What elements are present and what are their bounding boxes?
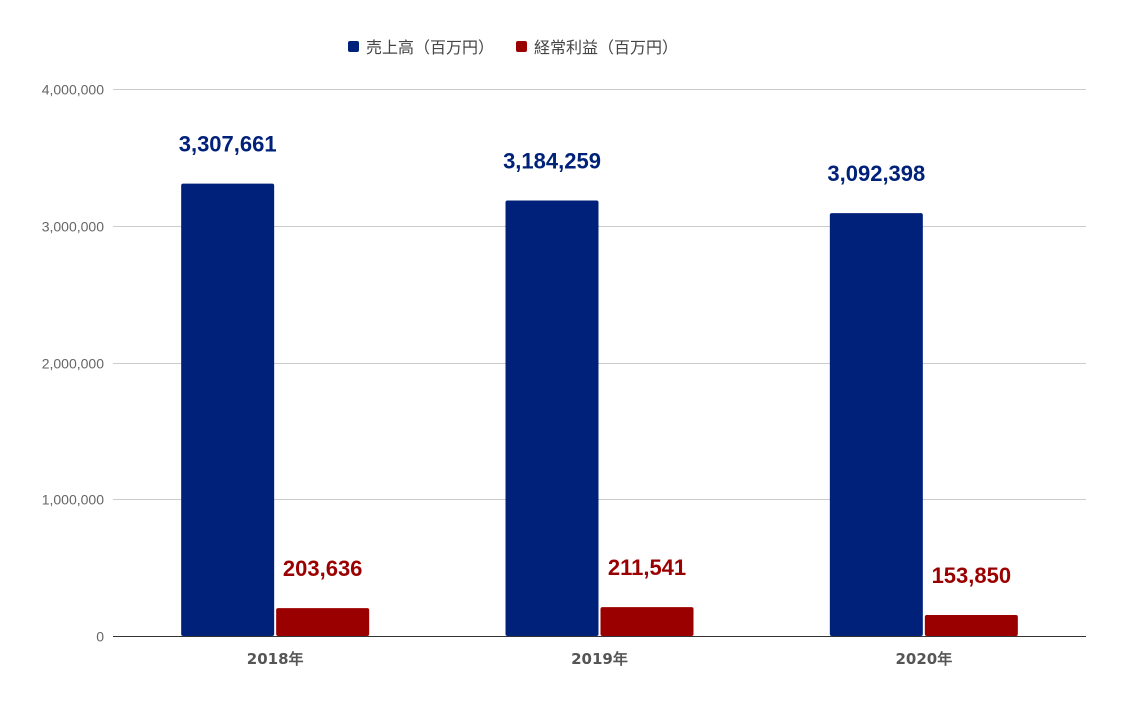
bar-ordinary-profit-2018年[interactable] — [276, 608, 370, 636]
x-axis-labels: 2018年 2019年 2020年 — [247, 650, 952, 668]
legend-item-ordinary-profit[interactable]: 経常利益（百万円） — [516, 34, 678, 58]
legend-item-sales[interactable]: 売上高（百万円） — [348, 34, 494, 58]
y-axis-ticks: 0 1,000,000 2,000,000 3,000,000 4,000,000 — [42, 82, 105, 645]
y-tick-label: 2,000,000 — [42, 356, 104, 372]
y-tick-label: 3,000,000 — [42, 219, 104, 235]
data-label-sales: 3,307,661 — [179, 132, 277, 157]
legend: 売上高（百万円） 経常利益（百万円） — [348, 34, 678, 58]
bar-sales-2018年[interactable] — [181, 183, 275, 636]
bar-ordinary-profit-2019年[interactable] — [600, 607, 694, 636]
x-tick-label: 2020年 — [895, 650, 952, 668]
data-label-ordinary-profit: 153,850 — [932, 563, 1012, 588]
legend-label-ordinary-profit: 経常利益（百万円） — [534, 38, 679, 57]
gridlines — [113, 89, 1086, 637]
data-label-sales: 3,184,259 — [503, 149, 601, 174]
y-tick-label: 4,000,000 — [42, 82, 104, 98]
legend-label-sales: 売上高（百万円） — [366, 38, 495, 57]
legend-swatch-sales — [348, 40, 359, 52]
x-tick-label: 2018年 — [247, 650, 304, 668]
y-tick-label: 1,000,000 — [42, 492, 104, 508]
bar-sales-2020年[interactable] — [829, 213, 923, 637]
data-label-ordinary-profit: 211,541 — [608, 555, 686, 580]
x-tick-label: 2019年 — [571, 650, 628, 668]
y-tick-label: 0 — [96, 629, 104, 645]
data-label-ordinary-profit: 203,636 — [283, 556, 363, 581]
data-labels: 3,307,661 203,636 3,184,259 211,541 3,092,39… — [179, 132, 1011, 588]
bars — [181, 183, 1018, 637]
bar-sales-2019年[interactable] — [505, 200, 599, 636]
legend-swatch-ordinary-profit — [516, 40, 528, 52]
data-label-sales: 3,092,398 — [827, 161, 925, 186]
bar-ordinary-profit-2020年[interactable] — [924, 614, 1018, 636]
